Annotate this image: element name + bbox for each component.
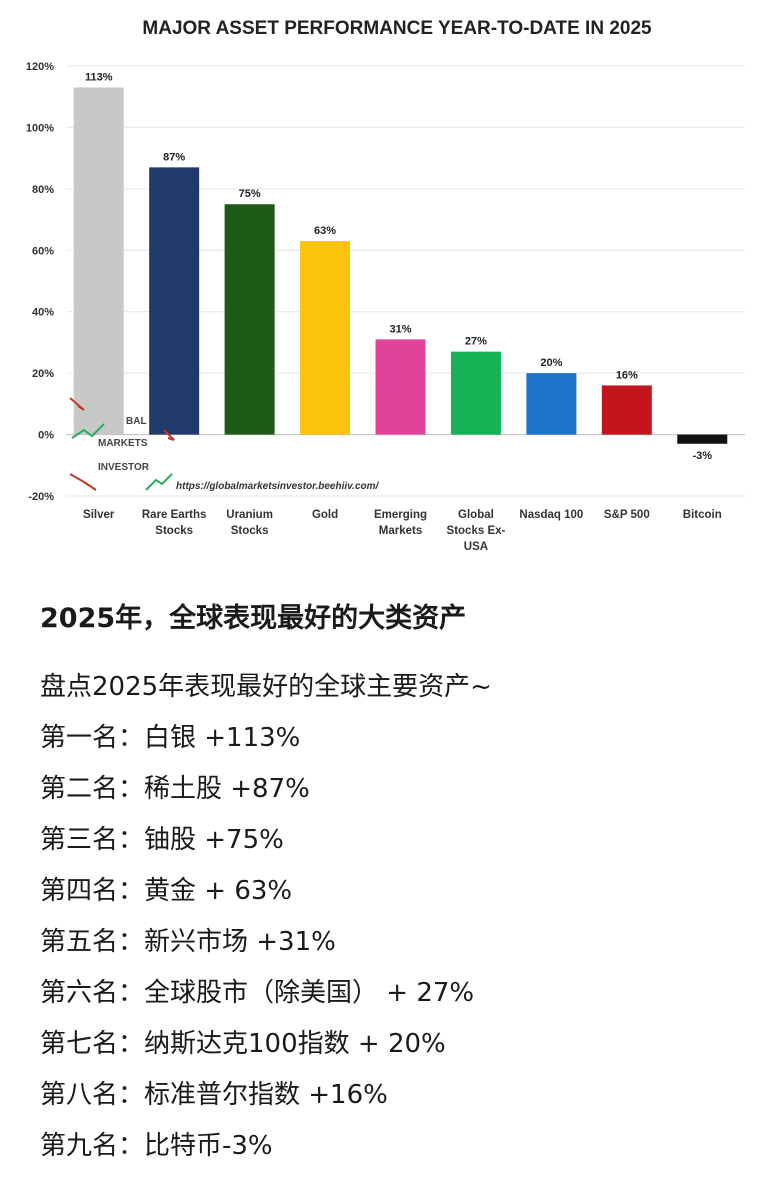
bar bbox=[149, 167, 200, 435]
watermark-url: https://globalmarketsinvestor.beehiiv.co… bbox=[176, 481, 380, 492]
bar bbox=[677, 434, 728, 444]
bar bbox=[601, 385, 652, 435]
bar-value-label: -3% bbox=[692, 450, 712, 462]
post-line-rank-3: 第三名：铀股 +75% bbox=[40, 825, 284, 855]
y-tick-label: 120% bbox=[26, 61, 54, 73]
bar bbox=[526, 373, 577, 435]
red-arrow-icon bbox=[163, 429, 175, 441]
y-tick-label: 0% bbox=[38, 430, 54, 442]
y-tick-label: 20% bbox=[32, 368, 54, 380]
x-category-label: Rare Earths bbox=[142, 509, 207, 521]
bar bbox=[73, 87, 124, 435]
bar bbox=[375, 339, 426, 435]
post-line-rank-9: 第九名：比特币-3% bbox=[40, 1131, 273, 1161]
x-category-label: Nasdaq 100 bbox=[519, 509, 583, 521]
red-arrow-icon bbox=[69, 397, 85, 411]
y-tick-label: -20% bbox=[28, 491, 54, 503]
x-category-label: Bitcoin bbox=[683, 509, 722, 521]
green-arrow-icon bbox=[145, 473, 173, 491]
watermark-line2: MARKETS bbox=[98, 438, 148, 449]
bar-value-label: 87% bbox=[163, 151, 185, 163]
bar-value-label: 31% bbox=[389, 323, 411, 335]
x-category-label: Silver bbox=[83, 509, 115, 521]
chart-title: MAJOR ASSET PERFORMANCE YEAR-TO-DATE IN … bbox=[142, 18, 652, 39]
post-line-rank-8: 第八名：标准普尔指数 +16% bbox=[40, 1080, 388, 1110]
x-category-label: Stocks bbox=[155, 525, 193, 537]
watermark: BAL MARKETS INVESTOR https://globalmarke… bbox=[69, 397, 380, 492]
bar bbox=[450, 351, 501, 435]
x-category-label: Uranium bbox=[226, 509, 273, 521]
x-category-label: Gold bbox=[312, 509, 338, 521]
post-line-rank-4: 第四名：黄金 + 63% bbox=[40, 876, 293, 906]
x-category-label: Emerging bbox=[374, 509, 427, 521]
post-line-rank-5: 第五名：新兴市场 +31% bbox=[40, 927, 336, 957]
bar bbox=[300, 241, 351, 435]
bar-value-label: 27% bbox=[465, 336, 487, 348]
x-category-label: Global bbox=[458, 509, 494, 521]
y-tick-label: 60% bbox=[32, 245, 54, 257]
post-line-rank-6: 第六名：全球股市（除美国） + 27% bbox=[40, 978, 475, 1008]
x-category-label: Stocks Ex- bbox=[447, 525, 506, 537]
bar-chart: MAJOR ASSET PERFORMANCE YEAR-TO-DATE IN … bbox=[26, 18, 745, 553]
x-category-label: S&P 500 bbox=[604, 509, 650, 521]
bar-value-label: 63% bbox=[314, 225, 336, 237]
bar-value-label: 113% bbox=[85, 72, 113, 84]
watermark-line3: INVESTOR bbox=[98, 462, 150, 473]
post-line-rank-7: 第七名：纳斯达克100指数 + 20% bbox=[40, 1029, 446, 1059]
post-content: 2025年，全球表现最好的大类资产 盘点2025年表现最好的全球主要资产~ 第一… bbox=[0, 560, 767, 1200]
y-axis: -20% 0% 20% 40% 60% 80% 100% 120% bbox=[26, 61, 54, 503]
y-tick-label: 100% bbox=[26, 122, 54, 134]
x-category-label: USA bbox=[464, 541, 488, 553]
red-arrow-icon bbox=[69, 473, 97, 491]
post-line-rank-1: 第一名：白银 +113% bbox=[40, 723, 301, 753]
green-arrow-icon bbox=[71, 423, 105, 439]
x-category-label: Stocks bbox=[231, 525, 269, 537]
y-tick-label: 80% bbox=[32, 184, 54, 196]
bar-value-label: 20% bbox=[540, 357, 562, 369]
bar-value-label: 16% bbox=[616, 369, 638, 381]
bar bbox=[224, 204, 275, 435]
post-line-intro: 盘点2025年表现最好的全球主要资产~ bbox=[40, 672, 492, 702]
watermark-line1: BAL bbox=[126, 416, 147, 427]
x-axis-categories: Silver Rare Earths Stocks Uranium Stocks Gold… bbox=[83, 509, 722, 553]
y-tick-label: 40% bbox=[32, 307, 54, 319]
post-body: 盘点2025年表现最好的全球主要资产~ 第一名：白银 +113% 第二名：稀土股… bbox=[40, 662, 740, 1172]
bar-value-label: 75% bbox=[239, 188, 261, 200]
post-line-rank-2: 第二名：稀土股 +87% bbox=[40, 774, 310, 804]
chart-card: MAJOR ASSET PERFORMANCE YEAR-TO-DATE IN … bbox=[0, 0, 767, 561]
x-category-label: Markets bbox=[379, 525, 422, 537]
bars: 113% 87% 75% 63% 31% 27% 20% 16% -3% bbox=[73, 72, 728, 462]
post-heading: 2025年，全球表现最好的大类资产 bbox=[40, 603, 467, 634]
